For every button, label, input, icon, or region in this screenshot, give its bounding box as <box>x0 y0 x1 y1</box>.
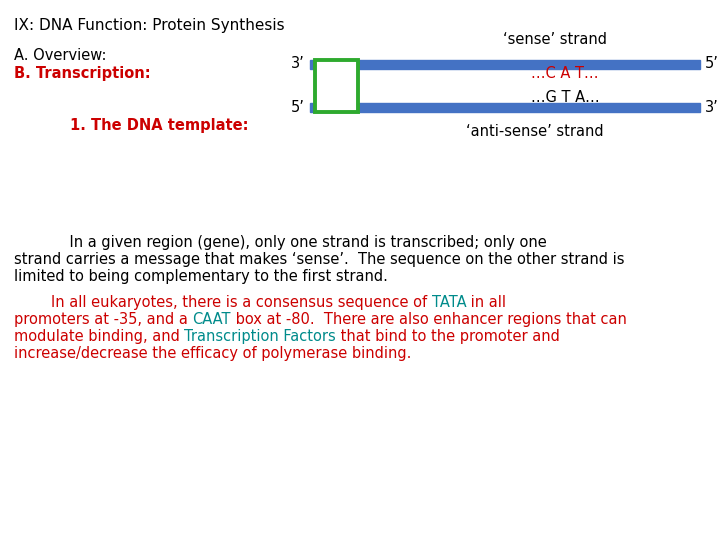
Text: 5’: 5’ <box>291 99 305 114</box>
Text: 3’: 3’ <box>292 57 305 71</box>
Text: B. Transcription:: B. Transcription: <box>14 66 150 81</box>
Bar <box>310 103 700 111</box>
Text: box at -80.  There are also enhancer regions that can: box at -80. There are also enhancer regi… <box>231 312 627 327</box>
Text: TATA: TATA <box>432 295 467 310</box>
Text: that bind to the promoter and: that bind to the promoter and <box>336 329 560 344</box>
Text: in all: in all <box>467 295 506 310</box>
Text: In all eukaryotes, there is a consensus sequence of: In all eukaryotes, there is a consensus … <box>14 295 432 310</box>
Text: increase/decrease the efficacy of polymerase binding.: increase/decrease the efficacy of polyme… <box>14 346 411 361</box>
Text: In a given region (gene), only one strand is transcribed; only one: In a given region (gene), only one stran… <box>14 235 546 250</box>
Text: A. Overview:: A. Overview: <box>14 48 107 63</box>
Text: 3’: 3’ <box>705 99 719 114</box>
Text: ‘anti-sense’ strand: ‘anti-sense’ strand <box>466 124 604 139</box>
Bar <box>315 59 358 111</box>
Text: promoters at -35, and a: promoters at -35, and a <box>14 312 192 327</box>
Text: limited to being complementary to the first strand.: limited to being complementary to the fi… <box>14 269 388 284</box>
Text: 5’: 5’ <box>705 57 719 71</box>
Text: strand carries a message that makes ‘sense’.  The sequence on the other strand i: strand carries a message that makes ‘sen… <box>14 252 624 267</box>
Text: CAAT: CAAT <box>192 312 231 327</box>
Text: …G T A…: …G T A… <box>531 90 599 105</box>
Text: Transcription Factors: Transcription Factors <box>184 329 336 344</box>
Text: 1. The DNA template:: 1. The DNA template: <box>70 118 248 133</box>
Text: …C A T…: …C A T… <box>531 66 599 82</box>
Text: IX: DNA Function: Protein Synthesis: IX: DNA Function: Protein Synthesis <box>14 18 284 33</box>
Text: ‘sense’ strand: ‘sense’ strand <box>503 32 607 47</box>
Text: modulate binding, and: modulate binding, and <box>14 329 184 344</box>
Bar <box>310 59 700 69</box>
